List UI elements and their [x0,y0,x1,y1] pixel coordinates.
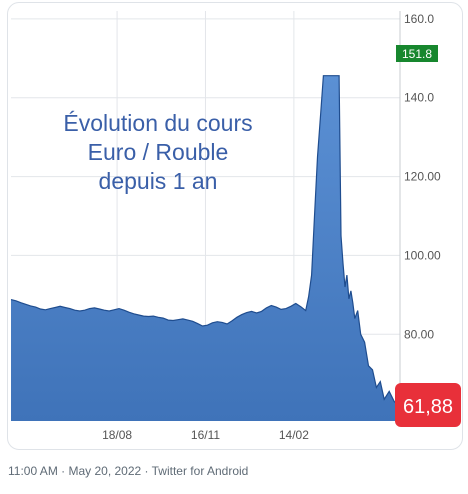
x-tick-label: 16/11 [191,428,220,442]
chart-title-line: Évolution du cours [63,110,252,136]
y-tick-label: 120.00 [404,170,441,184]
high-price-badge [396,45,438,62]
x-tick-label: 18/08 [102,428,132,442]
last-price-label: 61,88 [403,396,453,418]
last-price-badge [395,383,461,427]
tweet-metadata: 11:00 AM · May 20, 2022 · Twitter for An… [8,464,249,478]
price-badges: 151.8 61,88 [395,45,461,427]
area-fill [11,75,398,421]
x-tick-label: 14/02 [279,428,309,442]
y-tick-label: 160.0 [404,12,434,26]
high-price-label: 151.8 [402,47,432,61]
grid-layer [11,11,400,421]
chart-title-line: depuis 1 an [99,168,218,194]
tweet-media-card[interactable]: 80.00 100.00 120.00 140.0 160.0 18/08 16/11 14/… [7,2,463,450]
chart-title: Évolution du cours Euro / Rouble depuis 1 … [63,110,252,194]
chart-svg: 80.00 100.00 120.00 140.0 160.0 18/08 16/11 14/… [10,11,461,442]
y-tick-label: 100.00 [404,248,441,262]
chart-title-line: Euro / Rouble [88,139,229,165]
area-layer [10,75,399,421]
axis-layer: 80.00 100.00 120.00 140.0 160.0 18/08 16/11 14/… [102,11,441,442]
y-tick-label: 80.00 [404,327,434,341]
y-tick-label: 140.0 [404,91,434,105]
series-line [10,75,399,407]
